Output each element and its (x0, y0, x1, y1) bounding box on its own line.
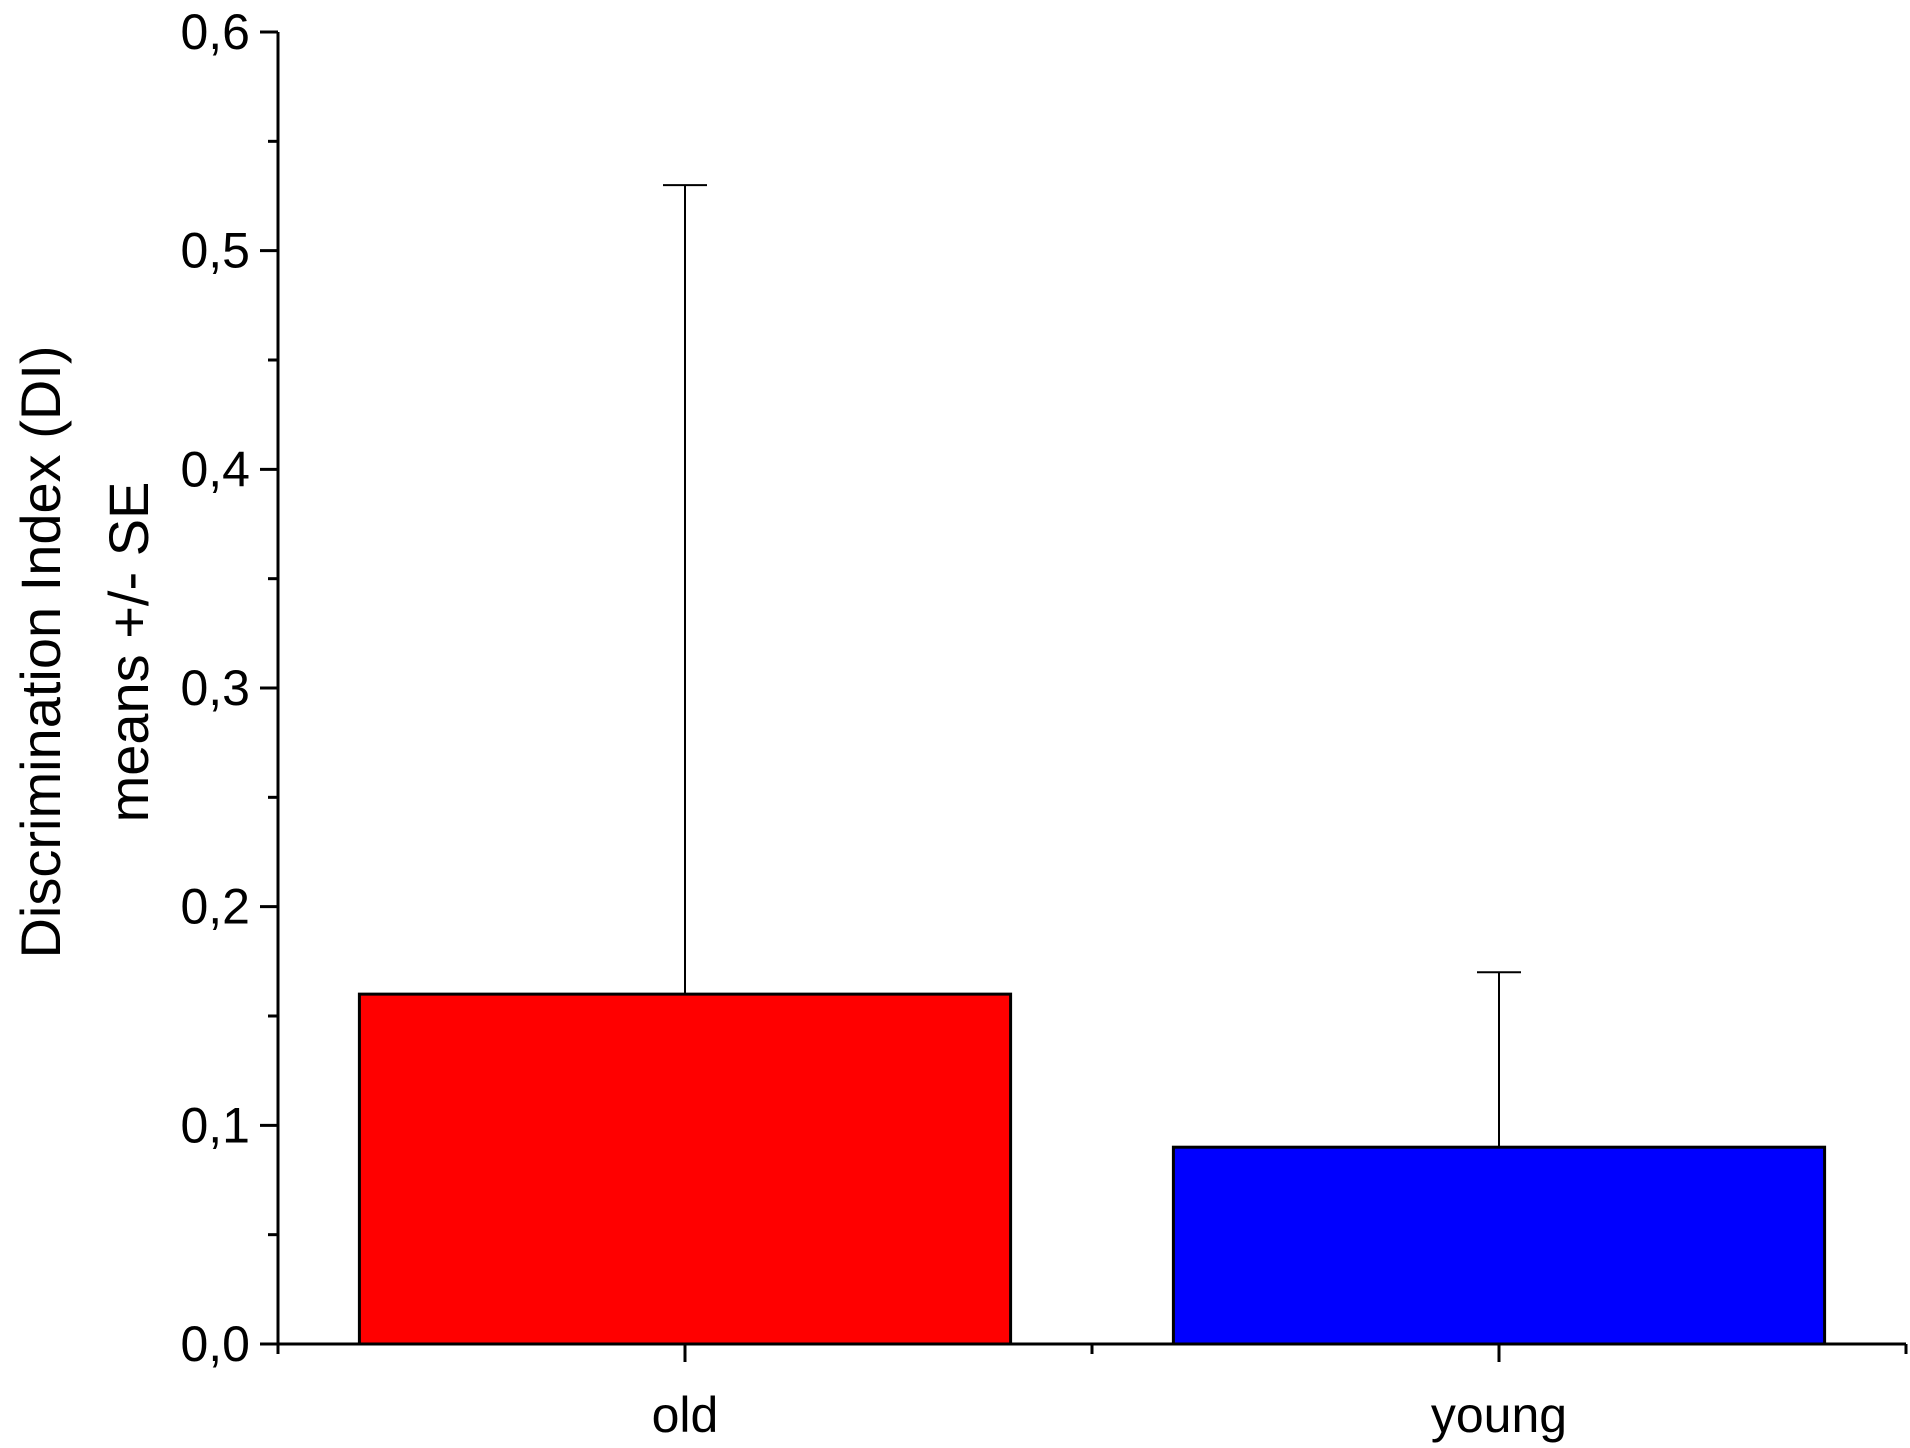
y-axis-title: Discrimination Index (DI) means +/- SE (9, 345, 160, 958)
bar-young (1171, 1145, 1827, 1346)
y-axis-title-line-1: Discrimination Index (DI) (9, 345, 72, 958)
y-ticks-layer: 0,0 0,1 0,2 0,3 0,4 0,5 0,6 (180, 4, 278, 1372)
y-tick-label: 0,1 (180, 1097, 250, 1153)
x-tick-label-young: young (1431, 1387, 1567, 1443)
y-tick-label: 0,3 (180, 660, 250, 716)
bar-old (357, 992, 1013, 1346)
error-bars-layer (663, 184, 1521, 1148)
y-tick-label: 0,0 (180, 1316, 250, 1372)
x-ticks-layer: old young (276, 1344, 1908, 1443)
bars-layer (357, 992, 1827, 1346)
x-tick-label-old: old (652, 1387, 719, 1443)
y-tick-label: 0,6 (180, 4, 250, 60)
y-axis-title-line-2: means +/- SE (97, 482, 160, 823)
y-tick-label: 0,4 (180, 441, 250, 497)
y-tick-label: 0,2 (180, 879, 250, 935)
y-tick-label: 0,5 (180, 223, 250, 279)
